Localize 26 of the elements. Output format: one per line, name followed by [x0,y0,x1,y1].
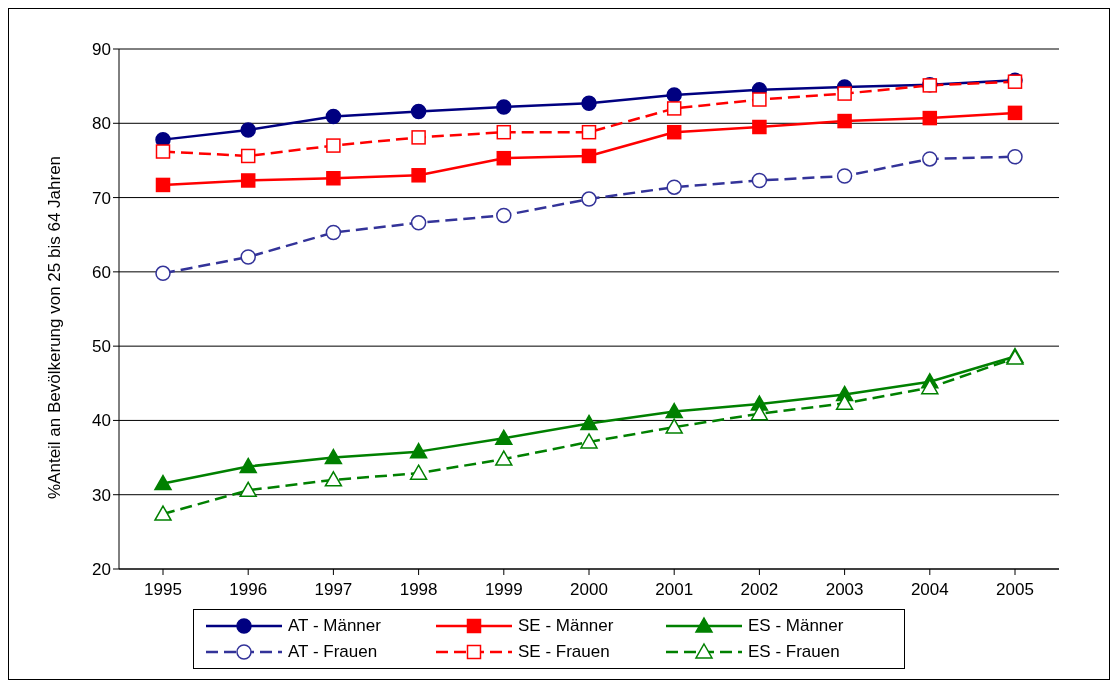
x-tick-label: 1995 [144,580,182,600]
x-tick-label: 1997 [314,580,353,600]
legend-label: SE - Frauen [518,642,610,662]
x-tick-label: 1998 [399,580,438,600]
y-axis-title: %Anteil an Bevölkerung von 25 bis 64 Jahren [45,155,65,499]
x-tick-label: 1999 [484,580,523,600]
x-tick-label: 2004 [910,580,949,600]
legend-label: AT - Männer [288,616,381,636]
y-tick-label: 60 [92,262,111,282]
x-tick-label: 1996 [229,580,268,600]
x-tick-label: 2002 [740,580,779,600]
x-tick-label: 2005 [996,580,1034,600]
x-tick-label: 2001 [655,580,694,600]
x-tick-label: 2000 [570,580,608,600]
y-tick-label: 40 [92,411,111,431]
y-tick-label: 50 [92,337,111,357]
legend-label: ES - Männer [748,616,844,636]
y-tick-label: 90 [92,40,111,60]
legend-label: ES - Frauen [748,642,840,662]
y-tick-label: 20 [92,560,111,580]
x-tick-label: 2003 [825,580,864,600]
y-tick-label: 80 [92,114,111,134]
legend-label: SE - Männer [518,616,614,636]
legend-label: AT - Frauen [288,642,378,662]
y-tick-label: 30 [92,485,111,505]
y-tick-label: 70 [92,188,111,208]
